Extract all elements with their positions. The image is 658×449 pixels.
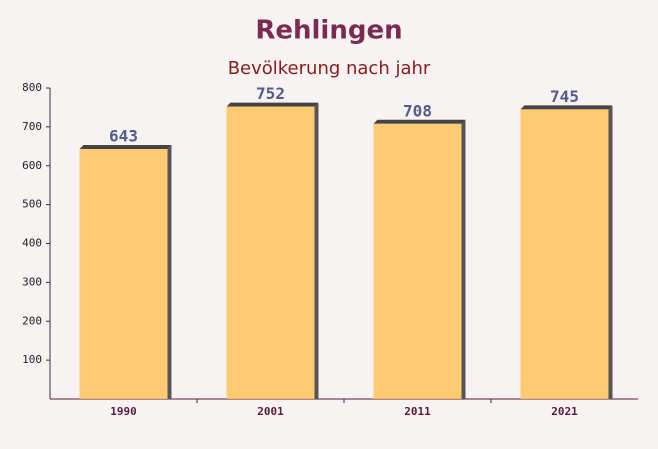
bar [226, 106, 315, 399]
y-tick-label: 400 [22, 237, 42, 250]
bar-shadow-top [226, 102, 319, 107]
x-tick-label: 2011 [404, 405, 431, 418]
y-tick-label: 300 [22, 275, 42, 288]
y-tick-label: 800 [22, 81, 42, 94]
y-tick-label: 200 [22, 314, 42, 327]
x-tick-label: 2021 [551, 405, 578, 418]
bar [79, 149, 168, 399]
bar-shadow [167, 145, 172, 399]
chart-subtitle: Bevölkerung nach jahr [228, 58, 431, 79]
bar [520, 109, 609, 399]
value-label: 643 [109, 127, 138, 146]
bar-shadow [608, 105, 613, 399]
y-tick-label: 100 [22, 353, 42, 366]
y-tick-label: 700 [22, 120, 42, 133]
chart-title: Rehlingen [255, 16, 402, 46]
y-tick-label: 600 [22, 159, 42, 172]
bar-shadow-top [79, 145, 172, 150]
bar-shadow-top [373, 119, 466, 124]
value-label: 708 [403, 101, 432, 120]
x-tick-label: 1990 [110, 405, 137, 418]
bar-shadow-top [520, 105, 613, 110]
value-label: 752 [256, 84, 285, 103]
y-tick-label: 500 [22, 198, 42, 211]
bar [373, 123, 462, 399]
bar-shadow [461, 119, 466, 399]
bar-shadow [314, 102, 319, 399]
x-tick-label: 2001 [257, 405, 284, 418]
value-label: 745 [550, 87, 579, 106]
